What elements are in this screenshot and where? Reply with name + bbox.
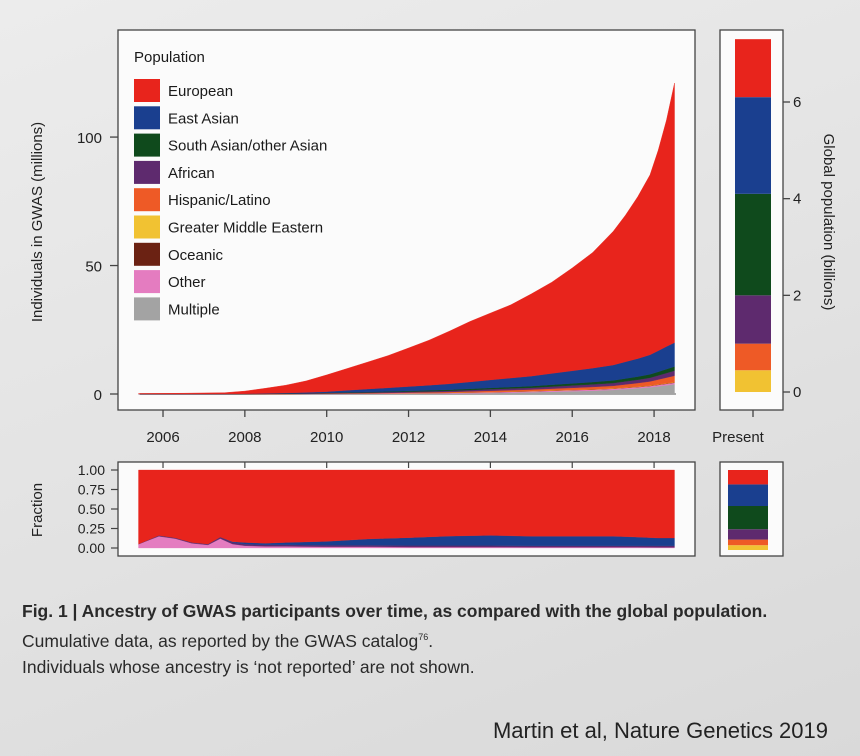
legend-label-hispanic-latino: Hispanic/Latino (168, 192, 271, 209)
global-bar-south-asian-other-asian (735, 193, 771, 296)
legend-swatch-east-asian (134, 106, 160, 130)
legend-label-oceanic: Oceanic (168, 247, 224, 264)
area-european (138, 83, 675, 395)
caption-title: Ancestry of GWAS participants over time,… (81, 601, 768, 621)
legend-label-other: Other (168, 274, 206, 291)
global-y-axis-label: Global population (billions) (820, 134, 837, 311)
legend: Population European East Asian South Asian/… (134, 49, 327, 321)
x-tick-label-2006: 2006 (146, 429, 179, 446)
fraction-area-european (138, 469, 675, 545)
legend-swatch-african (134, 160, 160, 184)
legend-label-european: European (168, 83, 233, 100)
legend-swatch-other (134, 270, 160, 294)
legend-label-east-asian: East Asian (168, 110, 239, 127)
caption-label: Fig. 1 | (22, 601, 82, 621)
main-panel: 0 50 100 Individuals in GWAS (millions) 2006… (29, 29, 696, 446)
y-axis-label: Individuals in GWAS (millions) (29, 122, 46, 322)
global-bar-european (735, 39, 771, 98)
fraction-y-tick-label-0.50: 0.50 (78, 501, 105, 517)
x-tick-label-2008: 2008 (228, 429, 261, 446)
x-tick-label-2018: 2018 (637, 429, 670, 446)
global-bar-african (735, 295, 771, 344)
legend-swatch-south-asian-other-asian (134, 133, 160, 157)
y-tick-label-100: 100 (77, 130, 102, 147)
global-y-tick-label-0: 0 (793, 384, 801, 401)
fraction-global-bar-south-asian-other-asian (728, 506, 768, 530)
y-tick-label-0: 0 (94, 387, 102, 404)
fraction-y-axis-label: Fraction (29, 483, 46, 537)
caption-note: Individuals whose ancestry is ‘not repor… (22, 656, 475, 677)
global-y-tick-label-4: 4 (793, 191, 801, 208)
legend-swatch-oceanic (134, 242, 160, 266)
y-tick-label-50: 50 (85, 259, 102, 276)
caption-text-end: . (428, 630, 434, 651)
x-tick-label-2010: 2010 (310, 429, 343, 446)
caption-ref: 76 (418, 632, 429, 642)
x-tick-label-2014: 2014 (474, 429, 507, 446)
fraction-global-bar-hispanic-latino (728, 539, 768, 546)
legend-swatch-greater-middle-eastern (134, 215, 160, 239)
global-bar-greater-middle-eastern (735, 370, 771, 392)
figure-caption: Fig. 1 | Ancestry of GWAS participants o… (22, 598, 822, 680)
caption-text: Cumulative data, as reported by the GWAS… (22, 630, 419, 651)
legend-label-african: African (168, 165, 215, 182)
global-bar-hispanic-latino (735, 343, 771, 371)
fraction-y-tick-label-0.00: 0.00 (78, 540, 105, 556)
global-y-tick-label-2: 2 (793, 287, 801, 304)
global-x-label: Present (712, 429, 765, 446)
fraction-global-bar-greater-middle-eastern (728, 545, 768, 550)
fraction-global-bar-east-asian (728, 484, 768, 506)
fraction-y-tick-label-0.25: 0.25 (78, 521, 105, 537)
fraction-y-tick-label-1.00: 1.00 (78, 462, 105, 478)
fraction-panel: 1.00 0.75 0.50 0.25 0.00 Fraction (29, 461, 696, 557)
global-population-panel: 0 2 4 6 Global population (billions) Present (712, 29, 837, 446)
legend-label-south-asian-other-asian: South Asian/other Asian (168, 138, 327, 155)
citation-credit: Martin et al, Nature Genetics 2019 (492, 718, 828, 743)
gwas-ancestry-figure: 0 50 100 Individuals in GWAS (millions) 2006… (29, 29, 837, 557)
legend-label-multiple: Multiple (168, 301, 220, 318)
fraction-global-bar-european (728, 470, 768, 485)
x-tick-label-2012: 2012 (392, 429, 425, 446)
legend-swatch-multiple (134, 297, 160, 321)
global-y-tick-label-6: 6 (793, 94, 801, 111)
legend-title: Population (134, 49, 205, 66)
x-tick-label-2016: 2016 (556, 429, 589, 446)
legend-swatch-hispanic-latino (134, 188, 160, 212)
legend-label-greater-middle-eastern: Greater Middle Eastern (168, 220, 323, 237)
fraction-global-bar-african (728, 529, 768, 540)
fraction-global-panel (719, 461, 784, 557)
global-bar-east-asian (735, 97, 771, 194)
fraction-y-tick-label-0.75: 0.75 (78, 482, 105, 498)
legend-swatch-european (134, 79, 160, 102)
